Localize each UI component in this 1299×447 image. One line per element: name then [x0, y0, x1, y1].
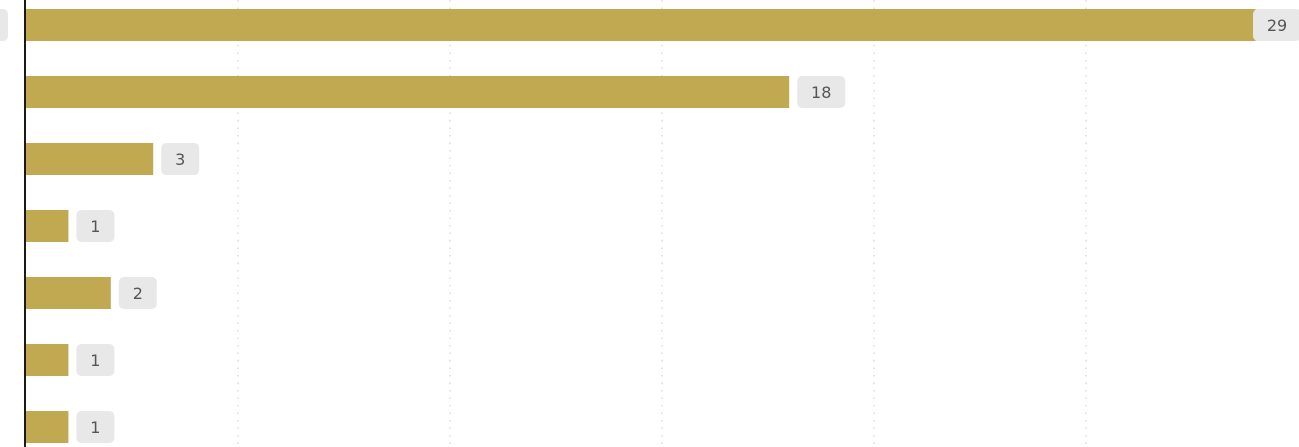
- value-label-text: 3: [175, 150, 185, 169]
- bar: [26, 277, 111, 309]
- bar: [26, 344, 69, 376]
- value-label-background: [797, 76, 846, 108]
- value-label-background: [76, 210, 115, 242]
- bar: [26, 210, 69, 242]
- gridlines: [237, 0, 1087, 447]
- value-label-background: [76, 344, 115, 376]
- bar: [26, 411, 69, 443]
- value-labels: 29 18 3 1 2 1 1: [0, 9, 1299, 443]
- value-label-text: 1: [90, 351, 100, 370]
- clipped-label-background: [0, 9, 8, 41]
- bar: [26, 9, 1256, 41]
- value-label-text: 1: [90, 418, 100, 437]
- value-label-background: [161, 143, 200, 175]
- value-label: 2: [118, 277, 157, 309]
- value-label: 1: [76, 210, 115, 242]
- bar: [26, 143, 154, 175]
- value-label-background: [76, 411, 115, 443]
- value-label-text: 2: [133, 284, 143, 303]
- value-label: 29: [1253, 9, 1299, 41]
- bar: [26, 76, 790, 108]
- value-label: 1: [76, 344, 115, 376]
- bars: [26, 9, 1256, 443]
- value-label: 1: [76, 411, 115, 443]
- value-label-text: 29: [1267, 16, 1287, 35]
- value-label-text: 1: [90, 217, 100, 236]
- value-label-background: [1253, 9, 1299, 41]
- value-label: 18: [797, 76, 846, 108]
- value-label-background: [118, 277, 157, 309]
- value-label-text: 18: [811, 83, 831, 102]
- value-label: 3: [161, 143, 200, 175]
